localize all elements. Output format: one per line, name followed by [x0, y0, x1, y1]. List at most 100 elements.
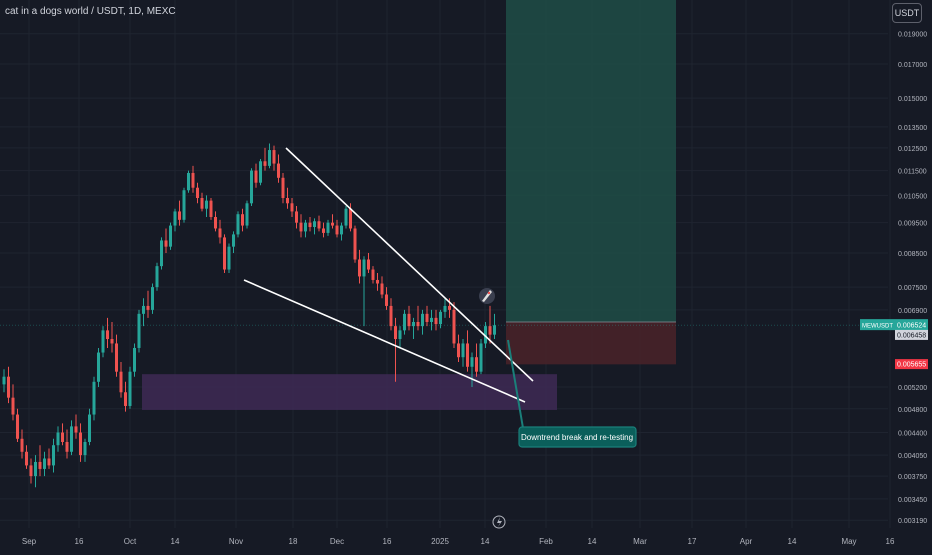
price-tag-stop-bg [895, 359, 928, 370]
candle-body [191, 172, 195, 188]
candle-body [70, 426, 73, 452]
candle-body [290, 203, 294, 212]
candle-body [65, 441, 69, 452]
candle-body [254, 170, 258, 183]
candle-body [205, 200, 208, 209]
currency-button[interactable]: USDT [892, 3, 922, 23]
annotation-callout[interactable]: Downtrend break and re-testing [518, 426, 637, 448]
candle-body [259, 161, 262, 183]
x-tick-label: Dec [330, 537, 344, 546]
candle-body [439, 311, 442, 325]
y-tick-label: 0.004800 [898, 407, 927, 414]
candle-body [142, 305, 145, 314]
y-tick-label: 0.013500 [898, 125, 927, 132]
zones [0, 0, 888, 410]
x-tick-label: Apr [740, 537, 753, 546]
candle-body [344, 208, 348, 226]
x-tick-label: Feb [539, 537, 553, 546]
profit-zone [506, 0, 676, 322]
x-tick-label: 18 [289, 537, 298, 546]
candle-body [20, 438, 24, 452]
candle-body [412, 321, 415, 327]
price-tag-target: 0.006458 [895, 329, 928, 340]
lightning-ring [492, 515, 506, 529]
candle-body [317, 221, 321, 229]
candle-body [187, 172, 190, 191]
candle-body [371, 269, 375, 280]
rocket-icon [479, 288, 495, 304]
candle-body [349, 208, 352, 229]
candle-body [376, 279, 379, 284]
lightning-bolt [497, 517, 502, 527]
y-tick-label: 0.008500 [898, 251, 927, 258]
candle-body [416, 321, 420, 327]
candle-body [137, 313, 141, 348]
candle-body [407, 313, 411, 327]
price-tag-symbol: MEWUSDT [862, 324, 893, 330]
candle-body [331, 222, 334, 226]
candle-body [110, 339, 114, 344]
candle-body [160, 240, 163, 267]
candle-body [101, 330, 105, 353]
candle-body [475, 357, 478, 372]
candle-body [430, 317, 433, 322]
candle-body [452, 309, 456, 344]
candle-body [484, 326, 487, 344]
candle-body [214, 216, 217, 229]
lightning-icon[interactable] [492, 515, 506, 529]
candle-body [56, 432, 60, 446]
candle-body [173, 211, 177, 226]
candle-body [38, 461, 42, 469]
candle-body [92, 381, 96, 415]
candle-body [16, 414, 19, 439]
y-tick-label: 0.012500 [898, 146, 927, 153]
candle-body [178, 211, 181, 220]
annotation-arrow [507, 339, 524, 429]
candle-body [227, 246, 231, 270]
candle-body [61, 432, 64, 442]
candle-body [218, 228, 222, 238]
candle-body [79, 432, 82, 456]
candle-body [11, 397, 15, 415]
y-tick-label: 0.005200 [898, 385, 927, 392]
x-tick-label: 16 [383, 537, 392, 546]
candle-body [7, 376, 10, 398]
candle-body [236, 214, 240, 235]
candle-body [362, 259, 366, 277]
x-tick-label: 16 [886, 537, 895, 546]
candle-body [74, 426, 78, 433]
x-tick-label: Nov [229, 537, 243, 546]
candle-body [263, 161, 267, 166]
candle-body [385, 294, 388, 306]
y-tick-label: 0.003190 [898, 518, 927, 525]
y-tick-label: 0.017000 [898, 62, 927, 69]
candle-body [155, 266, 159, 288]
candle-body [295, 211, 298, 223]
y-tick-label: 0.003750 [898, 474, 927, 481]
candle-body [115, 343, 118, 372]
candles [2, 143, 496, 488]
support-zone [142, 374, 557, 410]
candle-body [326, 222, 330, 233]
candle-body [335, 225, 339, 235]
candle-body [25, 451, 28, 466]
candle-body [97, 352, 100, 382]
candle-body [169, 225, 172, 247]
x-tick-label: 14 [588, 537, 597, 546]
price-tag-last-bg [860, 319, 928, 331]
x-tick-label: Oct [124, 537, 137, 546]
candle-body [133, 347, 136, 372]
x-tick-label: 2025 [431, 537, 449, 546]
x-tick-label: Sep [22, 537, 37, 546]
price-tag-target-bg [895, 329, 928, 340]
y-tick-label: 0.015000 [898, 96, 927, 103]
candle-body [353, 228, 357, 260]
candle-body [200, 198, 204, 209]
lower-trendline [243, 279, 526, 403]
price-tag-last-value: 0.006524 [897, 323, 926, 330]
candle-body [421, 313, 424, 327]
y-tick-label: 0.010500 [898, 193, 927, 200]
candle-body [434, 317, 438, 325]
